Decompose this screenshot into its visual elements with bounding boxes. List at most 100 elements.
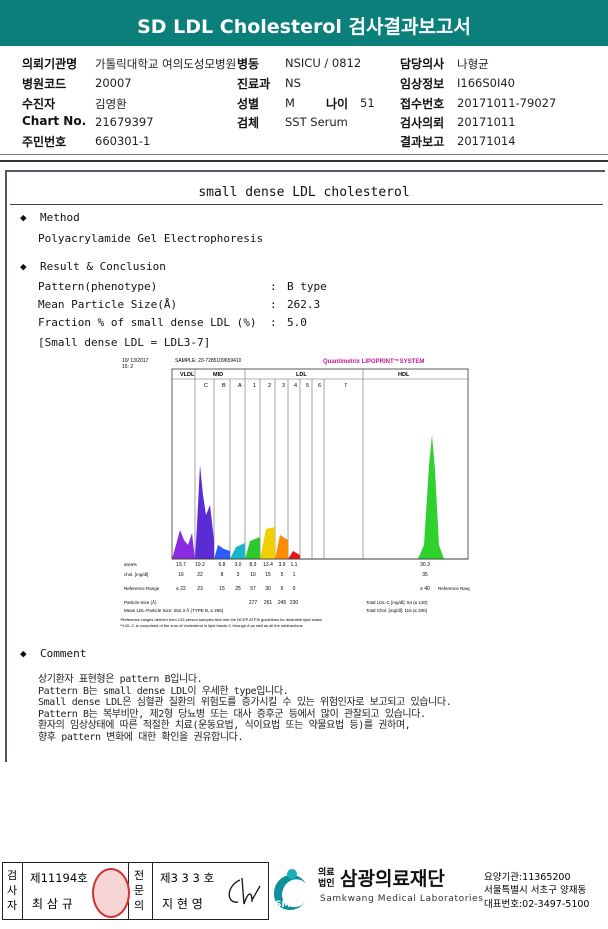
row-value: 13.7	[176, 562, 186, 568]
corp: 의료법인	[318, 868, 335, 889]
fig-date: 10/ 13/2017	[122, 358, 149, 364]
section-title: small dense LDL cholesterol	[198, 185, 410, 200]
comment-line: 향후 pattern 변화에 대한 확인을 권유합니다.	[38, 731, 244, 743]
logo-mark	[274, 869, 306, 911]
phone: 대표번호:02-3497-5100	[484, 899, 590, 910]
band-label: MID	[213, 372, 223, 378]
info-value: SST Serum	[285, 115, 348, 129]
info-label: 성별	[237, 97, 260, 111]
peak	[260, 527, 275, 559]
comment-line: Small dense LDL은 심혈관 질환의 위험도를 증가시킬 수 있는 …	[38, 697, 452, 708]
psize-value: 230	[290, 600, 299, 606]
tester-label: 검사자	[7, 869, 18, 912]
row-value: 1	[293, 572, 296, 578]
fig-sample: SAMPLE: 23-7285109659410	[175, 358, 242, 364]
row-value: 8	[221, 572, 224, 578]
info-value: 21679397	[95, 115, 154, 129]
info-label: 주민번호	[22, 135, 67, 149]
row-value: 10	[250, 572, 256, 578]
subband-label: C	[204, 383, 208, 389]
comment-line: Pattern B는 복부비만, 제2형 당뇨병 또는 대사 증후군 등에서 많…	[38, 708, 426, 720]
method-heading: Method	[40, 211, 80, 224]
bullet: ◆	[20, 211, 27, 224]
row-value: 3.9	[279, 562, 286, 568]
result-sep: :	[270, 280, 277, 293]
row-value: 6.8	[219, 562, 226, 568]
section-box	[5, 170, 605, 762]
result-label: Pattern(phenotype)	[38, 280, 158, 293]
ref-label: Reference Range	[438, 586, 470, 591]
info-label: 수진자	[22, 97, 56, 111]
note: *Reference ranges derived from 125 perso…	[120, 617, 322, 622]
row-value: 30	[265, 586, 271, 592]
doctor-name: 지 현 영	[162, 897, 203, 911]
rule	[0, 154, 608, 155]
org-en: Samkwang Medical Laboratories	[320, 894, 484, 904]
title: SD LDL Cholesterol 검사결과보고서	[137, 16, 471, 38]
peak	[245, 537, 260, 559]
info-label: 검체	[237, 116, 260, 130]
peak	[195, 465, 214, 559]
rule	[0, 160, 608, 162]
info-value: NSICU / 0812	[285, 56, 362, 70]
info-label: 접수번호	[400, 97, 445, 111]
fig-brand: Quantimetrix LIPOPRINT™SYSTEM	[323, 358, 424, 365]
subband-label: 4	[294, 383, 297, 389]
result-value: 5.0	[287, 316, 307, 329]
row-value: 23	[197, 586, 203, 592]
info-value: 51	[360, 96, 375, 110]
mean-size: Mean LDL-Particle Size: 262.3 Å (TYPE B,…	[124, 607, 224, 613]
result-heading: Result & Conclusion	[40, 260, 166, 273]
info-value: I166S0I40	[457, 76, 515, 90]
signature	[228, 877, 261, 905]
stamp	[92, 868, 130, 918]
row-value: 8.3	[250, 562, 257, 568]
psize-label: Particle-Size (Å)	[124, 599, 157, 605]
info-value: 가톨릭대학교 여의도성모병원	[95, 57, 237, 71]
comment-line: Pattern B는 small dense LDL이 우세한 type입니다.	[38, 685, 289, 697]
info-value: 20171014	[457, 134, 516, 148]
info-label: 결과보고	[400, 135, 445, 149]
peak	[275, 535, 288, 559]
info-value: 김영환	[95, 97, 127, 111]
row-value: 3	[237, 572, 240, 578]
tester-name: 최 삼 규	[32, 897, 73, 911]
info-value: 20007	[95, 76, 132, 90]
header-bar	[0, 0, 608, 46]
result-sep: :	[270, 298, 277, 311]
tester-no: 제11194호	[30, 871, 88, 885]
logo-text: SML	[275, 900, 297, 910]
info-value: 20171011	[457, 115, 516, 129]
info-label: 담당의사	[400, 57, 445, 71]
result-note: [Small dense LDL = LDL3-7]	[38, 336, 211, 349]
doctor-no: 제3 3 3 호	[160, 871, 215, 885]
subband-label: 6	[318, 383, 321, 389]
cell-line	[22, 862, 23, 920]
peak	[418, 435, 444, 559]
cell-line	[152, 862, 153, 920]
row-value: 25	[235, 586, 241, 592]
footer-box	[2, 862, 269, 920]
peak	[214, 545, 230, 559]
peak	[288, 551, 300, 559]
row-value: 6	[281, 586, 284, 592]
row-value: 0	[293, 586, 296, 592]
fig-slot: 15: 2	[122, 364, 133, 370]
row-value: 16	[178, 572, 184, 578]
hdl-value: 35	[422, 572, 428, 578]
hdl-value: 30.3	[420, 562, 430, 568]
total: Total LDL-C [mg/dl]: 64 (≤ 130)	[366, 600, 428, 605]
info-value: 나형균	[457, 57, 489, 71]
result-label: Mean Particle Size(Å)	[38, 298, 178, 311]
psize-value: 261	[264, 600, 273, 606]
subband-label: 7	[344, 383, 347, 389]
subband-label: 2	[268, 383, 271, 389]
row-value: 19.2	[195, 562, 205, 568]
subband-label: A	[238, 383, 242, 389]
row-value: 15	[265, 572, 271, 578]
address: 서울특별시 서초구 양재동	[484, 885, 587, 896]
row-label: chol. [mg/dl]	[124, 572, 148, 577]
row-value: 22	[197, 572, 203, 578]
